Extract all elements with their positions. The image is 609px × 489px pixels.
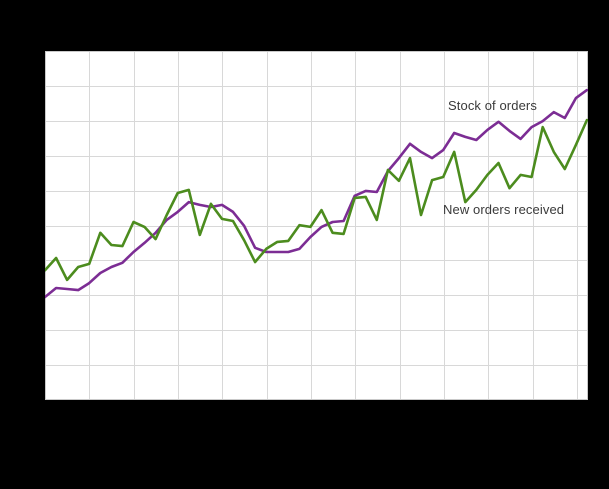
plot-area	[45, 51, 588, 400]
series-lines	[45, 88, 588, 299]
series-label-stock-of-orders: Stock of orders	[448, 98, 537, 113]
plot-border	[45, 51, 588, 400]
series-line-new-orders-received	[45, 118, 588, 282]
plot-svg	[45, 51, 588, 400]
series-line-stock-of-orders	[45, 88, 588, 299]
series-label-new-orders-received: New orders received	[443, 202, 565, 217]
gridlines	[45, 51, 588, 400]
